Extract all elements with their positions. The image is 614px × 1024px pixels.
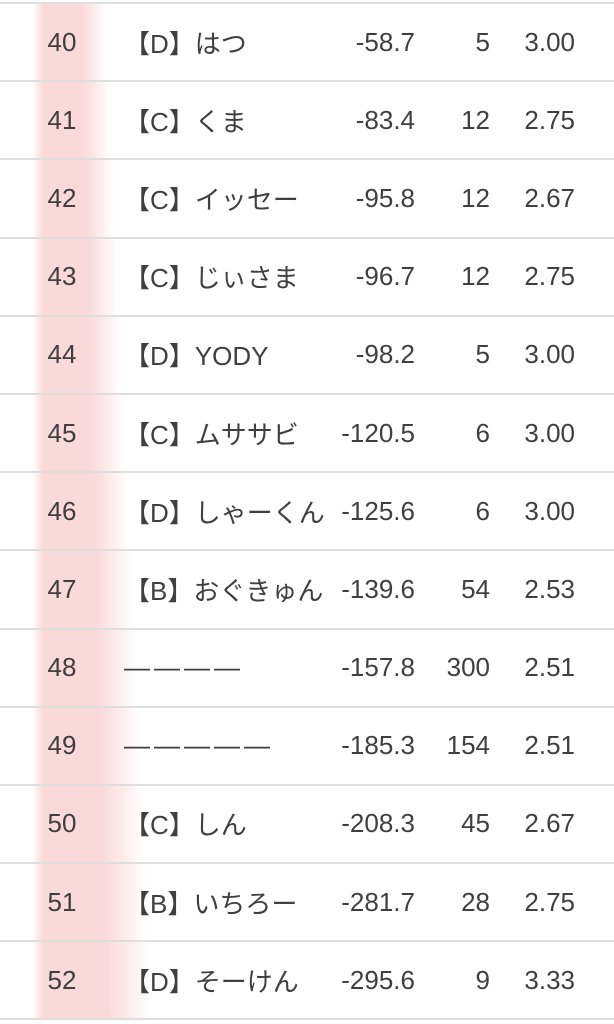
games-count: 6	[475, 495, 490, 526]
table-row[interactable]: 51 【B】いちろー -281.7 28 2.75	[0, 862, 614, 941]
table-row[interactable]: 52 【D】そーけん -295.6 9 3.33	[0, 940, 614, 1019]
player-name: 【D】そーけん	[124, 966, 299, 997]
avg-rank-value: 2.75	[524, 886, 575, 917]
games-count: 6	[475, 417, 490, 448]
games-count: 5	[475, 339, 490, 370]
bottom-row-divider	[0, 1018, 614, 1022]
rank-number: 49	[47, 730, 77, 761]
score-value: -58.7	[355, 26, 415, 57]
rank-number: 52	[47, 964, 77, 995]
player-name: 【D】はつ	[124, 28, 247, 59]
avg-rank-value: 3.00	[524, 495, 575, 526]
table-row[interactable]: 45 【C】ムササビ -120.5 6 3.00	[0, 392, 614, 472]
player-name: 【C】じぃさま	[124, 263, 299, 294]
player-name: 【B】おぐきゅん	[124, 575, 324, 606]
games-count: 9	[475, 964, 490, 995]
rank-number: 44	[47, 339, 77, 370]
games-count: 12	[461, 261, 490, 292]
score-value: -157.8	[341, 652, 415, 683]
score-value: -83.4	[355, 104, 415, 135]
games-count: 45	[461, 808, 490, 839]
player-name: 【C】イッセー	[124, 184, 299, 215]
games-count: 300	[446, 652, 490, 683]
avg-rank-value: 3.33	[524, 964, 575, 995]
player-name: 【C】しん	[124, 810, 247, 841]
score-value: -96.7	[355, 261, 415, 292]
rank-number: 40	[47, 26, 77, 57]
avg-rank-value: 3.00	[524, 339, 575, 370]
rank-number: 42	[47, 182, 77, 213]
player-name: 【D】YODY	[124, 341, 269, 372]
avg-rank-value: 2.51	[524, 730, 575, 761]
table-row[interactable]: 46 【D】しゃーくん -125.6 6 3.00	[0, 471, 614, 550]
player-name: 【C】ムササビ	[124, 419, 299, 450]
player-name: ————	[124, 652, 244, 683]
player-name: —————	[124, 730, 274, 761]
player-name: 【C】くま	[124, 106, 247, 137]
score-value: -98.2	[355, 339, 415, 370]
score-value: -281.7	[341, 886, 415, 917]
avg-rank-value: 3.00	[524, 26, 575, 57]
score-value: -139.6	[341, 573, 415, 604]
rank-number: 48	[47, 652, 77, 683]
games-count: 54	[461, 573, 490, 604]
score-value: -95.8	[355, 182, 415, 213]
table-row[interactable]: 42 【C】イッセー -95.8 12 2.67	[0, 158, 614, 237]
games-count: 5	[475, 26, 490, 57]
rank-number: 45	[47, 417, 77, 448]
score-value: -120.5	[341, 417, 415, 448]
avg-rank-value: 2.67	[524, 808, 575, 839]
table-row[interactable]: 47 【B】おぐきゅん -139.6 54 2.53	[0, 549, 614, 628]
rank-number: 51	[47, 886, 77, 917]
rank-number: 43	[47, 261, 77, 292]
table-row[interactable]: 44 【D】YODY -98.2 5 3.00	[0, 314, 614, 393]
avg-rank-value: 2.75	[524, 261, 575, 292]
table-row[interactable]: 50 【C】しん -208.3 45 2.67	[0, 783, 614, 863]
rank-number: 46	[47, 495, 77, 526]
player-name: 【D】しゃーくん	[124, 497, 325, 528]
score-value: -295.6	[341, 964, 415, 995]
rank-number: 47	[47, 573, 77, 604]
score-value: -208.3	[341, 808, 415, 839]
table-row[interactable]: 41 【C】くま -83.4 12 2.75	[0, 80, 614, 159]
rank-number: 50	[47, 808, 77, 839]
avg-rank-value: 2.51	[524, 652, 575, 683]
score-value: -125.6	[341, 495, 415, 526]
avg-rank-value: 2.53	[524, 573, 575, 604]
avg-rank-value: 3.00	[524, 417, 575, 448]
avg-rank-value: 2.67	[524, 182, 575, 213]
rank-number: 41	[47, 104, 77, 135]
avg-rank-value: 2.75	[524, 104, 575, 135]
games-count: 12	[461, 182, 490, 213]
games-count: 12	[461, 104, 490, 135]
score-value: -185.3	[341, 730, 415, 761]
games-count: 154	[446, 730, 490, 761]
games-count: 28	[461, 886, 490, 917]
table-row[interactable]: 40 【D】はつ -58.7 5 3.00	[0, 2, 614, 81]
player-name: 【B】いちろー	[124, 888, 298, 919]
table-row[interactable]: 49 ————— -185.3 154 2.51	[0, 705, 614, 784]
table-row[interactable]: 43 【C】じぃさま -96.7 12 2.75	[0, 236, 614, 315]
table-row[interactable]: 48 ———— -157.8 300 2.51	[0, 627, 614, 706]
